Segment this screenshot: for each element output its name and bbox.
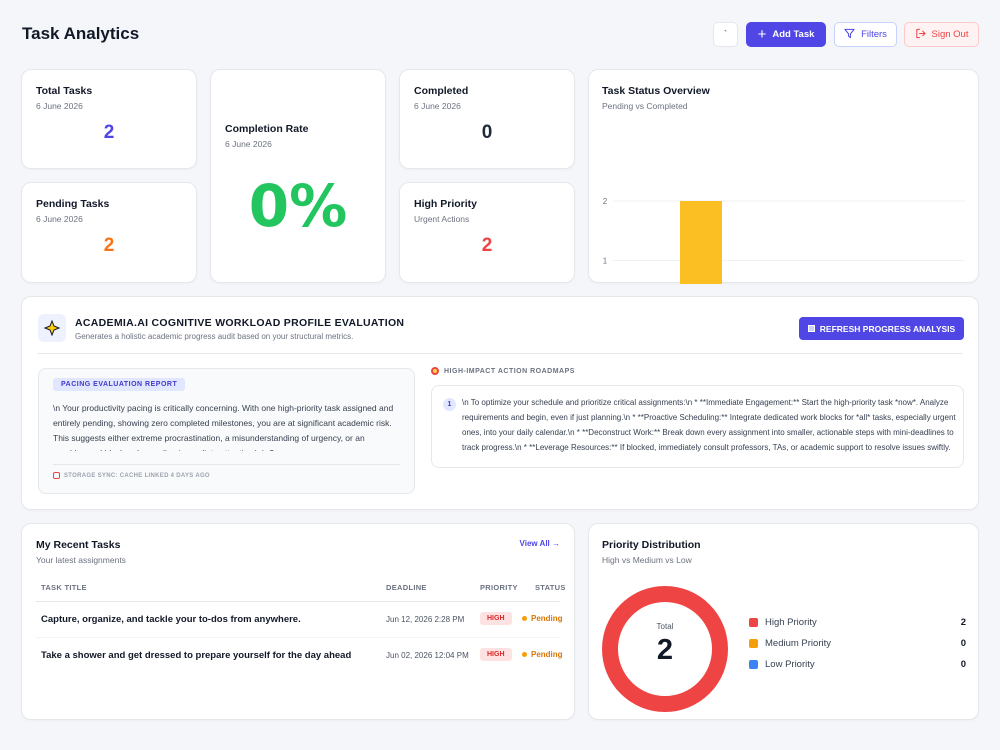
view-all-link[interactable]: View All → <box>519 539 560 548</box>
filter-icon <box>844 28 855 42</box>
sign-out-label: Sign Out <box>931 29 969 40</box>
roadmap-heading: HIGH-IMPACT ACTION ROADMAPS <box>444 367 575 375</box>
pending-tasks-card: Pending Tasks 6 June 2026 2 <box>21 182 197 283</box>
completion-rate-value: 0% <box>248 172 348 240</box>
status-dot <box>522 616 527 621</box>
y-tick-label: 1 <box>603 257 608 266</box>
status-text: Pending <box>531 614 563 623</box>
ai-subtitle: Generates a holistic academic progress a… <box>75 332 354 341</box>
recent-tasks-title: My Recent Tasks <box>36 539 121 551</box>
filters-button[interactable]: Filters <box>834 22 897 47</box>
header-divider <box>36 601 560 602</box>
completed-label: Completed <box>414 85 469 97</box>
y-tick-label: 2 <box>603 197 608 206</box>
chart-subtitle: Pending vs Completed <box>602 101 688 111</box>
high-priority-value: 2 <box>481 235 493 256</box>
legend-item-medium: Medium Priority 0 <box>749 636 966 650</box>
legend-swatch-low <box>749 659 758 669</box>
plus-icon: + <box>757 26 767 43</box>
roadmap-item: 1 \n To optimize your schedule and prior… <box>431 385 964 468</box>
priority-title: Priority Distribution <box>602 539 701 551</box>
completed-date: 6 June 2026 <box>414 101 461 111</box>
pacing-report-text: \n Your productivity pacing is criticall… <box>53 403 394 451</box>
refresh-analysis-label: REFRESH PROGRESS ANALYSIS <box>819 323 956 334</box>
high-priority-caption: Urgent Actions <box>414 214 470 224</box>
pacing-report-panel: PACING EVALUATION REPORT \n Your product… <box>38 368 415 494</box>
legend-count: 0 <box>960 637 966 649</box>
sign-out-icon <box>915 28 926 42</box>
priority-donut-chart <box>602 586 728 712</box>
recent-tasks-card: My Recent Tasks Your latest assignments … <box>21 523 575 720</box>
legend-count: 2 <box>960 616 966 628</box>
completed-value: 0 <box>481 122 493 143</box>
high-priority-card: High Priority Urgent Actions 2 <box>399 182 575 283</box>
total-tasks-date: 6 June 2026 <box>36 101 83 111</box>
refresh-analysis-button[interactable]: REFRESH PROGRESS ANALYSIS <box>799 317 964 340</box>
chart-title: Task Status Overview <box>602 85 710 97</box>
add-task-button[interactable]: + Add Task <box>746 22 826 47</box>
total-tasks-value: 2 <box>103 122 115 143</box>
task-status-chart-card: Task Status Overview Pending vs Complete… <box>588 69 979 284</box>
priority-badge: HIGH <box>480 612 512 625</box>
filters-label: Filters <box>861 29 887 40</box>
task-deadline: Jun 12, 2026 2:28 PM <box>386 615 465 624</box>
legend-count: 0 <box>960 658 966 670</box>
target-icon <box>431 367 439 375</box>
refresh-icon <box>807 325 815 332</box>
priority-badge: HIGH <box>480 648 512 661</box>
column-header-status: STATUS <box>535 583 566 592</box>
priority-subtitle: High vs Medium vs Low <box>602 555 692 565</box>
pending-tasks-value: 2 <box>103 235 115 256</box>
alarm-icon <box>53 472 60 479</box>
high-priority-label: High Priority <box>414 198 478 210</box>
total-tasks-card: Total Tasks 6 June 2026 2 <box>21 69 197 169</box>
roadmap-text: \n To optimize your schedule and priorit… <box>462 398 956 452</box>
legend-label: Medium Priority <box>765 637 831 649</box>
column-header-deadline: DEADLINE <box>386 583 427 592</box>
completion-rate-label: Completion Rate <box>225 123 309 135</box>
column-header-priority: PRIORITY <box>480 583 518 592</box>
donut-ring-high <box>602 586 728 712</box>
donut-total-value: 2 <box>656 634 674 666</box>
legend-swatch-medium <box>749 638 758 648</box>
legend-label: High Priority <box>765 616 817 628</box>
legend-label: Low Priority <box>765 658 815 670</box>
task-deadline: Jun 02, 2026 12:04 PM <box>386 651 469 660</box>
ai-divider <box>38 353 962 354</box>
status-text: Pending <box>531 650 563 659</box>
total-tasks-label: Total Tasks <box>36 85 93 97</box>
report-divider <box>53 464 400 465</box>
chart-bar <box>680 201 722 284</box>
roadmap-number-badge: 1 <box>443 398 456 411</box>
recent-tasks-subtitle: Your latest assignments <box>36 555 126 565</box>
pending-tasks-label: Pending Tasks <box>36 198 110 210</box>
completion-rate-card: Completion Rate 6 June 2026 0% <box>210 69 386 283</box>
task-title: Capture, organize, and tackle your to-do… <box>41 614 301 625</box>
ai-logo-icon <box>38 314 66 342</box>
status-bar-chart: 012Pending TasksCompleted Tasks <box>603 197 965 284</box>
legend-item-high: High Priority 2 <box>749 615 966 629</box>
status-dot <box>522 652 527 657</box>
storage-sync-text: STORAGE SYNC: CACHE LINKED 4 DAYS AGO <box>64 472 210 479</box>
completed-card: Completed 6 June 2026 0 <box>399 69 575 169</box>
legend-swatch-high <box>749 617 758 627</box>
legend-item-low: Low Priority 0 <box>749 657 966 671</box>
donut-total-label: Total <box>656 622 674 631</box>
pending-tasks-date: 6 June 2026 <box>36 214 83 224</box>
table-row[interactable]: Take a shower and get dressed to prepare… <box>36 638 563 674</box>
add-task-label: Add Task <box>772 29 815 40</box>
task-title: Take a shower and get dressed to prepare… <box>41 650 352 661</box>
ai-title: ACADEMIA.AI COGNITIVE WORKLOAD PROFILE E… <box>75 317 405 329</box>
completion-rate-date: 6 June 2026 <box>225 139 272 149</box>
pacing-report-badge: PACING EVALUATION REPORT <box>53 378 186 391</box>
dot-button-label: ` <box>723 29 728 40</box>
column-header-task-title: TASK TITLE <box>41 583 87 592</box>
priority-distribution-card: Priority Distribution High vs Medium vs … <box>588 523 979 720</box>
ai-evaluation-card: ACADEMIA.AI COGNITIVE WORKLOAD PROFILE E… <box>21 296 979 510</box>
sign-out-button[interactable]: Sign Out <box>904 22 979 47</box>
dot-button[interactable]: ` <box>713 22 738 47</box>
table-row[interactable]: Capture, organize, and tackle your to-do… <box>36 602 563 638</box>
page-title: Task Analytics <box>22 24 140 43</box>
